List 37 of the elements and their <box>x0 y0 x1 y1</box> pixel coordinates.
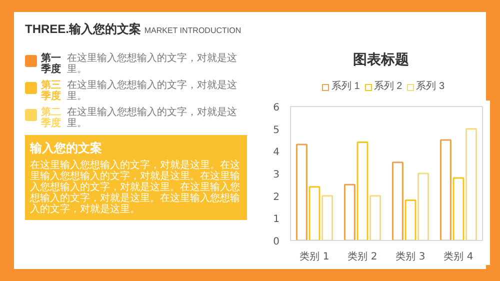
bar <box>308 186 320 240</box>
text: 第二季度 <box>41 107 62 129</box>
bar <box>404 200 416 240</box>
text: 第三季度 <box>41 80 62 102</box>
text: THREE.输入您的文案 <box>25 22 142 36</box>
text: 输入您的文案 <box>30 140 103 157</box>
bar <box>452 177 464 240</box>
bar <box>418 172 430 240</box>
bar <box>440 139 452 240</box>
x-tick-label: 类别 4 <box>444 250 474 262</box>
text: 在这里输入您想输入的文字，对就是这里。在这里输入您想输入的文字，对就是这里。在这里输入您想输入的文字，对就是这里。在这里输入您想输入的文字，对就是这里。在这里输入您想输入的文字，对就是这里。 <box>30 160 241 216</box>
bar <box>296 144 308 240</box>
text: 在这里输入您想输入的文字，对就是这里。 <box>67 80 238 102</box>
y-tick-label: 4 <box>273 147 280 158</box>
x-tick-label: 类别 2 <box>348 250 378 262</box>
legend-label: 系列 1 <box>331 80 360 94</box>
bar <box>392 162 404 240</box>
chart-title: 图表标题 <box>352 50 410 69</box>
y-tick-label: 2 <box>273 192 280 203</box>
y-tick-label: 1 <box>273 214 280 226</box>
x-tick-label: 类别 1 <box>300 250 330 262</box>
text: 在这里输入您想输入的文字，对就是这里。 <box>67 53 238 75</box>
legend-label: 系列 2 <box>374 80 402 94</box>
text: MARKET INTRODUCTION <box>144 26 242 35</box>
bar <box>356 141 368 240</box>
bar <box>344 184 356 240</box>
y-tick-label: 3 <box>273 170 280 180</box>
y-tick-label: 6 <box>273 102 280 114</box>
x-tick-label: 类别 3 <box>396 250 426 262</box>
bar <box>466 128 478 240</box>
text: 第一季度 <box>41 53 62 75</box>
bar <box>322 195 334 240</box>
y-tick-label: 5 <box>273 124 280 136</box>
y-tick-label: 0 <box>273 236 280 248</box>
text: 在这里输入您想输入的文字，对就是这里。 <box>67 107 238 129</box>
bar <box>370 195 382 240</box>
legend-label: 系列 3 <box>416 80 445 94</box>
